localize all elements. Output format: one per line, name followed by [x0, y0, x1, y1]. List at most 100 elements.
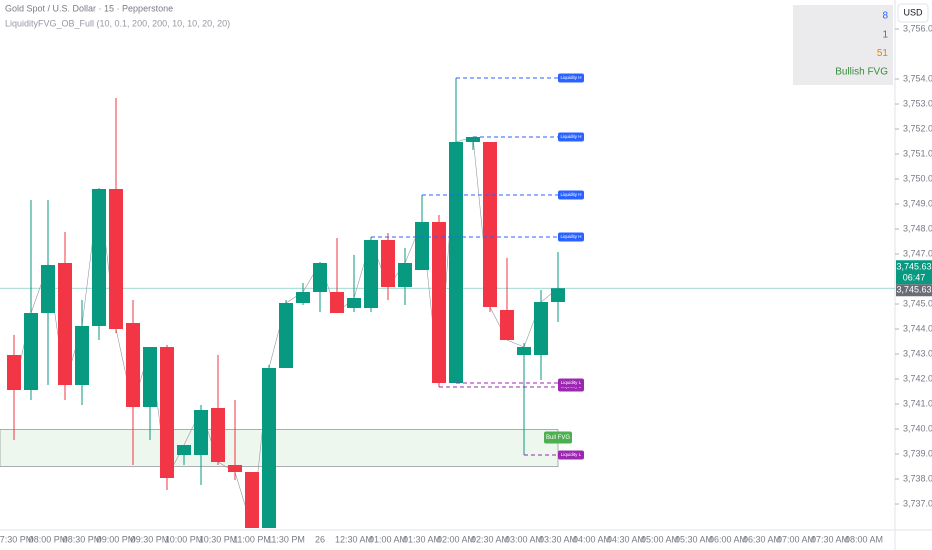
candle-body	[466, 137, 480, 142]
liquidity-tag	[558, 190, 584, 200]
y-tick-label: 3,747.00	[903, 248, 932, 258]
chart-title: Gold Spot / U.S. Dollar · 15 · Peppersto…	[5, 3, 173, 13]
y-tick-label: 3,745.00	[903, 298, 932, 308]
x-tick-label: 01:30 AM	[403, 534, 441, 544]
x-tick-label: 01:00 AM	[369, 534, 407, 544]
candle-body	[228, 465, 242, 472]
y-tick-label: 3,751.00	[903, 148, 932, 158]
currency-label[interactable]: USD	[903, 7, 923, 17]
y-tick-label: 3,742.00	[903, 373, 932, 383]
x-tick-label: 06:00 AM	[709, 534, 747, 544]
candle-body	[432, 222, 446, 383]
candle-body	[75, 326, 89, 385]
liquidity-tag	[558, 450, 584, 460]
x-tick-label: 11:00 PM	[233, 534, 271, 544]
x-tick-label: 03:00 AM	[505, 534, 543, 544]
price-badge-close	[896, 284, 932, 297]
y-tick-label: 3,738.00	[903, 473, 932, 483]
liquidity-tag	[558, 73, 584, 83]
liquidity-tag	[558, 232, 584, 242]
y-tick-label: 3,750.00	[903, 173, 932, 183]
y-tick-label: 3,752.00	[903, 123, 932, 133]
x-tick-label: 05:00 AM	[641, 534, 679, 544]
x-tick-label: 08:00 AM	[845, 534, 883, 544]
y-tick-label: 3,739.00	[903, 448, 932, 458]
x-tick-label: 07:30 AM	[811, 534, 849, 544]
info-table	[793, 5, 893, 85]
y-tick-label: 3,743.00	[903, 348, 932, 358]
candle-body	[194, 410, 208, 455]
liquidity-tag	[558, 378, 584, 388]
price-badge-close-value: 3,745.63	[896, 285, 931, 295]
y-tick-label: 3,749.00	[903, 198, 932, 208]
candle-body	[143, 347, 157, 407]
y-tick-label: 3,756.00	[903, 23, 932, 33]
candle-body	[279, 303, 293, 368]
candle-body	[262, 368, 276, 528]
y-tick-label: 3,754.00	[903, 73, 932, 83]
candle-body	[551, 288, 565, 302]
x-tick-label: 08:00 PM	[29, 534, 68, 544]
candle-body	[126, 323, 140, 407]
fvg-tag-label: Bull FVG	[546, 435, 570, 441]
candle-body	[7, 355, 21, 390]
liquidity-tag-label: Liquidity L	[561, 452, 582, 457]
info-table-value: 8	[882, 11, 888, 22]
x-tick-label: 07:00 AM	[777, 534, 815, 544]
indicator-label: LiquidityFVG_OB_Full (10, 0.1, 200, 200,…	[5, 18, 230, 28]
candle-body	[41, 265, 55, 313]
candle-body	[296, 292, 310, 303]
y-tick-label: 3,740.00	[903, 423, 932, 433]
candle-body	[313, 263, 327, 292]
liquidity-tag	[558, 132, 584, 142]
candle-body	[330, 292, 344, 313]
currency-button[interactable]	[897, 3, 929, 23]
candle-body	[534, 302, 548, 355]
candle-body	[483, 142, 497, 307]
price-badge-value: 3,745.63	[896, 262, 931, 272]
candle-body	[177, 445, 191, 455]
x-tick-label: 02:30 AM	[471, 534, 509, 544]
info-table-value: 51	[877, 48, 889, 59]
y-tick-label: 3,748.00	[903, 223, 932, 233]
x-tick-label: 09:30 PM	[131, 534, 170, 544]
x-tick-label: 04:00 AM	[573, 534, 611, 544]
x-tick-label: 08:30 PM	[63, 534, 102, 544]
candle-body	[415, 222, 429, 270]
candle-body	[24, 313, 38, 390]
price-badge	[896, 260, 932, 285]
info-table-value: Bullish FVG	[835, 67, 888, 78]
x-tick-label: 04:30 AM	[607, 534, 645, 544]
fvg-zone	[0, 429, 559, 467]
liquidity-tag-label: Liquidity L	[561, 380, 582, 385]
info-table-value: 1	[882, 29, 888, 40]
x-tick-label: 11:30 PM	[267, 534, 305, 544]
y-tick-label: 3,737.00	[903, 498, 932, 508]
candle-body	[449, 142, 463, 383]
x-tick-label: 26	[315, 534, 325, 544]
x-tick-label: 05:30 AM	[675, 534, 713, 544]
candle-body	[517, 347, 531, 355]
x-tick-label: 03:30 AM	[539, 534, 577, 544]
candle-body	[58, 263, 72, 385]
candle-body	[245, 472, 259, 528]
liquidity-tag-label: Liquidity H	[560, 234, 581, 239]
candle-body	[160, 347, 174, 478]
x-tick-label: 06:30 AM	[743, 534, 781, 544]
candle-body	[500, 310, 514, 340]
y-tick-label: 3,744.00	[903, 323, 932, 333]
y-tick-label: 3,741.00	[903, 398, 932, 408]
fvg-tag	[544, 431, 572, 444]
liquidity-tag-label: Liquidity H	[560, 134, 581, 139]
candle-body	[109, 189, 123, 329]
y-tick-label: 3,753.00	[903, 98, 932, 108]
candle-body	[347, 298, 361, 308]
x-tick-label: 12:30 AM	[335, 534, 373, 544]
candle-body	[398, 263, 412, 287]
liquidity-tag-label: Liquidity H	[560, 75, 581, 80]
candle-body	[92, 189, 106, 326]
candle-body	[381, 240, 395, 287]
